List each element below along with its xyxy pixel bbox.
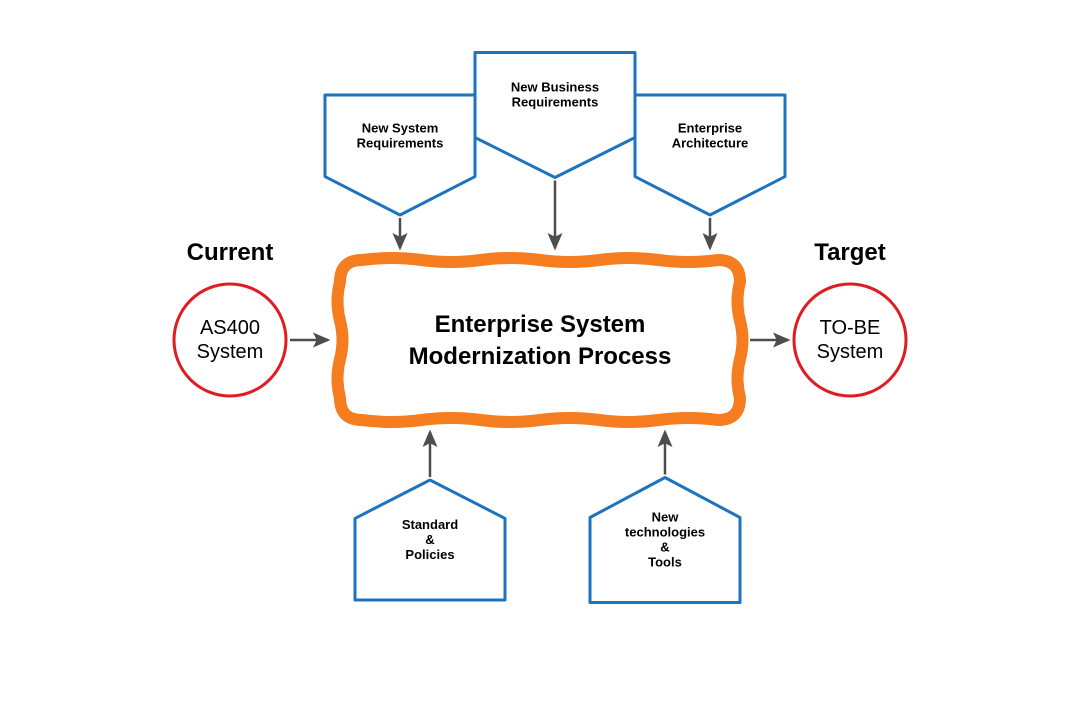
svg-text:New: New bbox=[652, 510, 680, 525]
svg-text:New System: New System bbox=[362, 120, 439, 135]
pentagon-enterprise-architecture: EnterpriseArchitecture bbox=[635, 95, 785, 215]
svg-text:Policies: Policies bbox=[405, 547, 454, 562]
svg-text:New Business: New Business bbox=[511, 80, 599, 95]
current-heading: Current bbox=[187, 239, 274, 266]
modernization-diagram: Enterprise System Modernization Process Cu… bbox=[0, 0, 1080, 720]
pentagon-new-technologies-tools: Newtechnologies&Tools bbox=[590, 478, 740, 603]
svg-text:System: System bbox=[197, 341, 264, 363]
svg-text:Requirements: Requirements bbox=[512, 95, 599, 110]
svg-text:Enterprise: Enterprise bbox=[678, 120, 742, 135]
svg-text:Standard: Standard bbox=[402, 517, 458, 532]
svg-text:TO-BE: TO-BE bbox=[820, 317, 881, 339]
target-system-circle: TO-BESystem bbox=[794, 284, 906, 396]
svg-text:technologies: technologies bbox=[625, 525, 705, 540]
pentagon-new-system-requirements: New SystemRequirements bbox=[325, 95, 475, 215]
svg-text:Modernization Process: Modernization Process bbox=[409, 343, 672, 370]
svg-text:&: & bbox=[660, 540, 669, 555]
center-process-box: Enterprise System Modernization Process bbox=[338, 258, 743, 422]
svg-text:AS400: AS400 bbox=[200, 317, 260, 339]
svg-text:System: System bbox=[817, 341, 884, 363]
svg-text:&: & bbox=[425, 532, 434, 547]
pentagon-standard-policies: Standard&Policies bbox=[355, 480, 505, 600]
svg-text:Enterprise System: Enterprise System bbox=[435, 311, 646, 338]
pentagon-new-business-requirements: New BusinessRequirements bbox=[475, 53, 635, 178]
target-heading: Target bbox=[814, 239, 886, 266]
svg-text:Architecture: Architecture bbox=[672, 135, 749, 150]
svg-text:Tools: Tools bbox=[648, 555, 682, 570]
current-system-circle: AS400System bbox=[174, 284, 286, 396]
svg-text:Requirements: Requirements bbox=[357, 135, 444, 150]
